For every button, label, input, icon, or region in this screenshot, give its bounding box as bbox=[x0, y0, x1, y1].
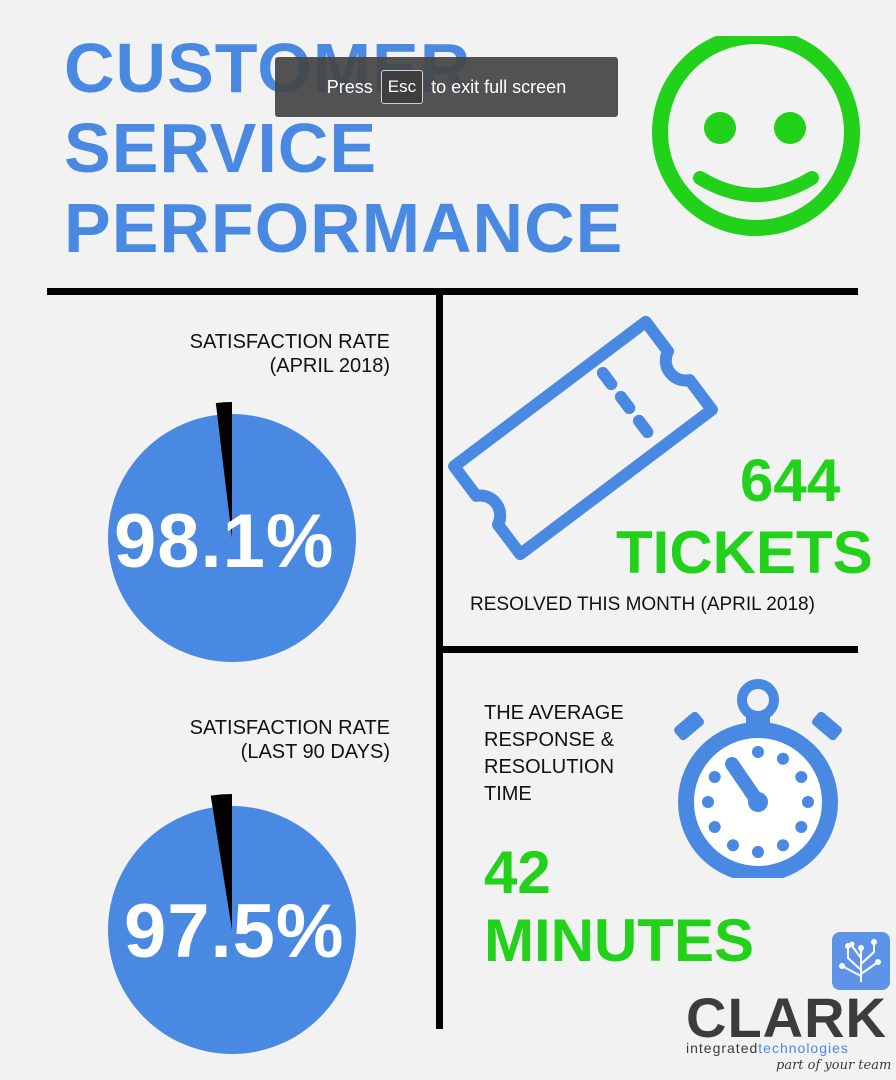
stopwatch-tick bbox=[752, 846, 764, 858]
response-label-line4: TIME bbox=[484, 783, 532, 805]
divider-right-middle bbox=[440, 646, 858, 653]
satisfaction-april-percent: 98.1% bbox=[114, 499, 335, 584]
response-unit: MINUTES bbox=[484, 907, 754, 974]
logo-subtitle-blue: technologies bbox=[758, 1040, 849, 1056]
response-label-line2: RESPONSE & bbox=[484, 729, 615, 751]
stopwatch-tick bbox=[777, 839, 789, 852]
satisfaction-90-label-line1: SATISFACTION RATE bbox=[189, 717, 390, 739]
stopwatch-tick bbox=[795, 821, 808, 833]
stopwatch-tick bbox=[802, 796, 814, 808]
tickets-count: 644 bbox=[740, 447, 841, 514]
stopwatch-tick bbox=[777, 752, 789, 765]
stopwatch-tick bbox=[752, 746, 764, 758]
divider-top bbox=[47, 288, 858, 295]
fullscreen-exit-banner: Press Esc to exit full screen bbox=[275, 57, 618, 117]
page-title: CUSTOMER SERVICE PERFORMANCE bbox=[64, 28, 623, 268]
stopwatch-tick bbox=[702, 796, 714, 808]
tickets-caption: RESOLVED THIS MONTH (APRIL 2018) bbox=[470, 594, 815, 615]
logo-name: CLARK bbox=[686, 986, 887, 1049]
title-line-3: PERFORMANCE bbox=[64, 189, 624, 267]
stopwatch-tick bbox=[708, 821, 721, 833]
esc-key[interactable]: Esc bbox=[380, 70, 424, 104]
banner-press-text: Press bbox=[326, 76, 373, 97]
tickets-unit: TICKETS bbox=[616, 519, 873, 586]
pie-slice-unsatisfied-wedge bbox=[215, 402, 232, 538]
satisfaction-90-label: SATISFACTION RATE (LAST 90 DAYS) bbox=[150, 716, 390, 764]
smiley-icon bbox=[652, 36, 860, 236]
satisfaction-april-label-line2: (APRIL 2018) bbox=[269, 355, 390, 377]
stopwatch-icon bbox=[674, 679, 842, 878]
tree-circuit-icon bbox=[832, 932, 890, 990]
logo-subtitle: integratedtechnologies bbox=[686, 1040, 849, 1056]
banner-suffix-text: to exit full screen bbox=[431, 76, 567, 97]
satisfaction-april-label: SATISFACTION RATE (APRIL 2018) bbox=[150, 330, 390, 378]
satisfaction-90-pie bbox=[108, 794, 356, 1054]
satisfaction-april-pie bbox=[108, 402, 356, 662]
satisfaction-90-percent: 97.5% bbox=[124, 889, 345, 974]
title-line-2: SERVICE bbox=[64, 109, 378, 187]
response-label-line3: RESOLUTION bbox=[484, 756, 615, 778]
response-value: 42 bbox=[484, 839, 551, 906]
divider-vertical bbox=[436, 292, 443, 1029]
response-label-line1: THE AVERAGE bbox=[484, 702, 624, 724]
stopwatch-tick bbox=[795, 771, 808, 783]
logo-subtitle-plain: integrated bbox=[686, 1040, 759, 1056]
logo-tagline: part of your team bbox=[776, 1058, 892, 1073]
pie-slice-unsatisfied-wedge bbox=[210, 794, 232, 930]
stopwatch-tick bbox=[727, 839, 739, 852]
satisfaction-april-label-line1: SATISFACTION RATE bbox=[189, 331, 390, 353]
stopwatch-tick bbox=[708, 771, 721, 783]
ticket-icon bbox=[448, 315, 718, 561]
response-label: THE AVERAGE RESPONSE & RESOLUTION TIME bbox=[484, 700, 624, 808]
satisfaction-90-label-line2: (LAST 90 DAYS) bbox=[240, 741, 390, 763]
